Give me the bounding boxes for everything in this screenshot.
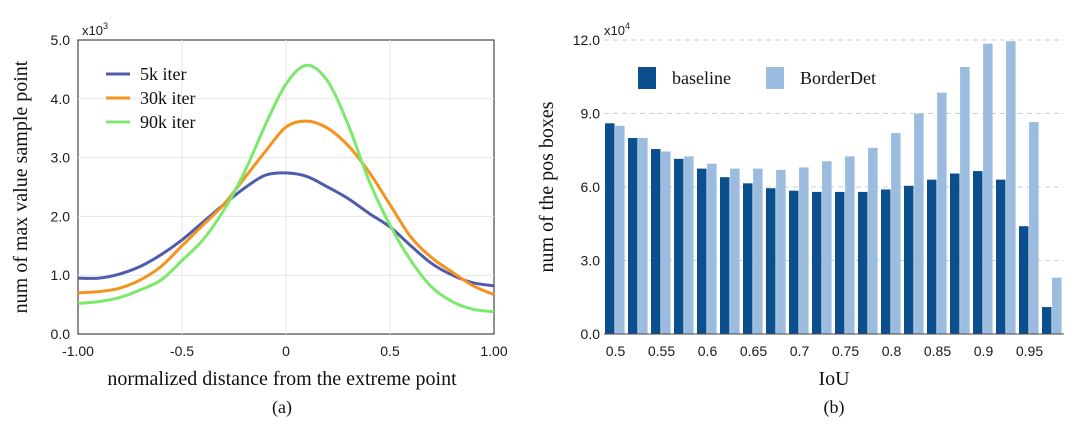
bar-borderdet xyxy=(1006,41,1016,334)
bar-baseline xyxy=(812,191,822,334)
x-tick-label: 0.85 xyxy=(924,343,951,359)
bar-baseline xyxy=(950,173,960,334)
bar-borderdet xyxy=(707,163,717,334)
bar-baseline xyxy=(881,189,891,334)
series-line-90k-iter xyxy=(77,63,495,314)
bar-baseline xyxy=(628,138,638,334)
x-tick-label: 0.6 xyxy=(698,343,718,359)
legend-label-5k-iter: 5k iter xyxy=(140,64,187,84)
y-axis-label-a: num of max value sample point xyxy=(10,60,32,313)
bar-borderdet xyxy=(868,147,878,334)
y-tick-label: 4.0 xyxy=(51,91,71,107)
legend-label-30k-iter: 30k iter xyxy=(140,88,196,108)
x-tick-labels-a: -1.00 -0.5 0 0.5 1.00 xyxy=(62,343,508,359)
bar-baseline xyxy=(674,158,684,334)
x-tick-label: -0.5 xyxy=(170,343,194,359)
bar-borderdet xyxy=(983,43,993,335)
bar-borderdet xyxy=(822,161,832,334)
y-tick-label: 5.0 xyxy=(51,32,71,48)
x-tick-label: 0.7 xyxy=(790,343,810,359)
x-axis-label-b: IoU xyxy=(818,368,850,390)
caption-b: (b) xyxy=(824,397,845,418)
legend-label-90k-iter: 90k iter xyxy=(140,112,196,132)
x-tick-label: 1.00 xyxy=(480,343,507,359)
x-tick-label: 0.65 xyxy=(740,343,767,359)
bar-baseline xyxy=(904,185,914,334)
bars-b xyxy=(605,41,1062,335)
bar-baseline xyxy=(697,168,707,334)
y-tick-label: 2.0 xyxy=(51,208,71,224)
bar-borderdet xyxy=(684,156,694,334)
x-tick-label: 0.5 xyxy=(606,343,626,359)
bar-baseline xyxy=(927,179,937,334)
bar-borderdet xyxy=(845,156,855,334)
x-tick-label: 0.95 xyxy=(1016,343,1043,359)
y-multiplier-a: x103 xyxy=(82,21,108,38)
bar-borderdet xyxy=(776,169,786,334)
x-tick-label: 0.5 xyxy=(380,343,400,359)
bar-borderdet xyxy=(638,138,648,334)
bar-borderdet xyxy=(799,167,809,334)
legend-label-borderdet: BorderDet xyxy=(800,68,876,88)
bar-baseline xyxy=(651,149,661,334)
bar-borderdet xyxy=(914,113,924,334)
y-tick-label: 9.0 xyxy=(581,106,601,122)
bar-baseline xyxy=(996,179,1006,334)
x-tick-label: -1.00 xyxy=(62,343,94,359)
y-tick-labels-a: 0.0 1.0 2.0 3.0 4.0 5.0 xyxy=(51,32,71,342)
bar-borderdet xyxy=(891,133,901,334)
x-tick-labels-b: 0.5 0.55 0.6 0.65 0.7 0.75 0.8 0.85 0.9 0.95 xyxy=(606,343,1044,359)
x-axis-label-a: normalized distance from the extreme poi… xyxy=(107,368,457,390)
x-tick-label: 0.75 xyxy=(832,343,859,359)
x-tick-label: 0.55 xyxy=(648,343,675,359)
y-tick-label: 6.0 xyxy=(581,179,601,195)
bar-baseline xyxy=(858,191,868,334)
y-multiplier-b: x104 xyxy=(604,21,630,38)
line-chart-a: 0.0 1.0 2.0 3.0 4.0 5.0 -1.00 -0.5 0 0.5 1.00 x10… xyxy=(10,21,508,418)
legend-b: baseline BorderDet xyxy=(638,67,876,89)
gridlines-a xyxy=(78,40,494,334)
caption-a: (a) xyxy=(272,397,292,418)
bar-baseline xyxy=(973,171,983,334)
series-line-5k-iter xyxy=(77,171,495,288)
bar-borderdet xyxy=(615,125,625,334)
bar-baseline xyxy=(1042,307,1052,334)
legend-swatch-baseline xyxy=(638,67,656,89)
bar-baseline xyxy=(789,190,799,334)
bar-borderdet xyxy=(1029,122,1039,334)
bar-borderdet xyxy=(1052,277,1062,334)
y-tick-label: 3.0 xyxy=(581,253,601,269)
bar-baseline xyxy=(1019,226,1029,334)
y-tick-label: 3.0 xyxy=(51,150,71,166)
x-tick-label: 0.8 xyxy=(882,343,902,359)
bar-baseline xyxy=(766,188,776,334)
bar-borderdet xyxy=(960,66,970,334)
bar-baseline xyxy=(835,191,845,334)
bar-baseline xyxy=(743,183,753,334)
bar-borderdet xyxy=(937,92,947,334)
legend-swatch-borderdet xyxy=(766,67,784,89)
legend-label-baseline: baseline xyxy=(672,68,731,88)
bar-borderdet xyxy=(753,168,763,334)
y-tick-label: 0.0 xyxy=(581,326,601,342)
series-lines-a xyxy=(77,63,495,314)
bar-borderdet xyxy=(661,151,671,334)
y-tick-label: 0.0 xyxy=(51,326,71,342)
legend-a: 5k iter 30k iter 90k iter xyxy=(106,64,196,132)
bar-baseline xyxy=(605,123,615,334)
series-line-30k-iter xyxy=(77,119,495,296)
y-tick-labels-b: 0.0 3.0 6.0 9.0 12.0 xyxy=(573,32,600,342)
bar-baseline xyxy=(720,177,730,334)
y-tick-label: 1.0 xyxy=(51,267,71,283)
y-tick-label: 12.0 xyxy=(573,32,600,48)
bar-chart-b: 0.03.06.09.012.0 0.5 0.55 0.6 0.65 0.7 0.75 0.… xyxy=(536,21,1064,418)
x-tick-label: 0 xyxy=(282,343,290,359)
x-tick-label: 0.9 xyxy=(974,343,994,359)
bar-borderdet xyxy=(730,168,740,334)
y-axis-label-b: num of the pos boxes xyxy=(536,101,558,272)
